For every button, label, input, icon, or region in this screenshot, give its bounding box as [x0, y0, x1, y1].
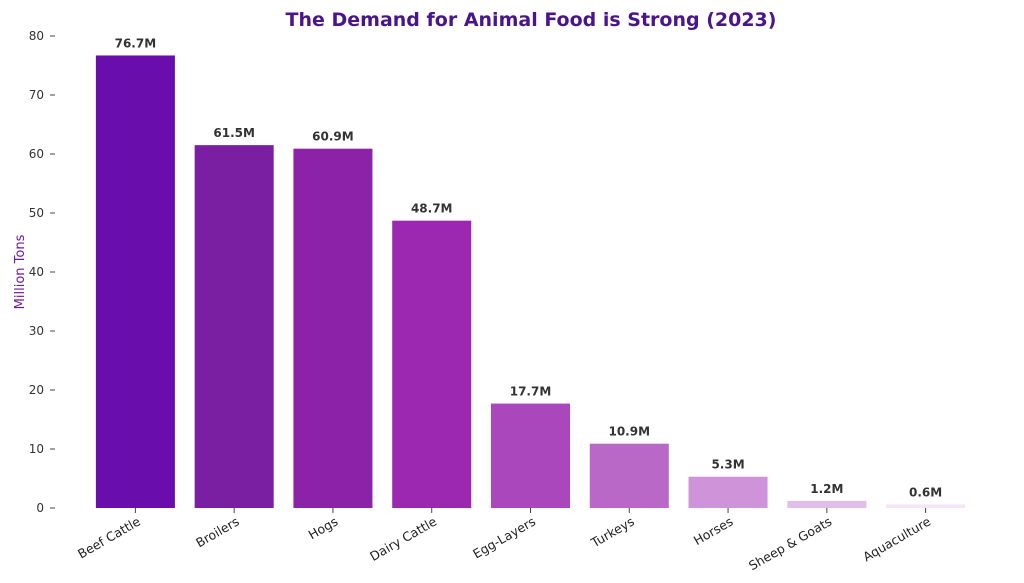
bar [194, 145, 274, 508]
y-tick-label: 70 [29, 88, 44, 102]
y-tick-label: 40 [29, 265, 44, 279]
x-tick-label: Beef Cattle [75, 513, 143, 561]
bars [95, 55, 966, 509]
y-tick-label: 80 [29, 29, 44, 43]
bar-value-label: 1.2M [810, 482, 843, 496]
bar-value-label: 76.7M [115, 36, 157, 50]
bar-value-label: 10.9M [608, 425, 650, 439]
bar [688, 476, 768, 508]
bar-value-label: 17.7M [510, 385, 552, 399]
x-tick-label: Dairy Cattle [367, 513, 439, 563]
x-axis: Beef Cattle Broilers Hogs Dairy Cattle Egg-L… [75, 508, 933, 573]
x-tick-label: Horses [691, 514, 736, 548]
y-tick-label: 10 [29, 442, 44, 456]
y-axis-label: Million Tons [13, 234, 28, 309]
bar-value-label: 0.6M [909, 485, 942, 499]
bar [787, 500, 867, 508]
bar [95, 55, 175, 508]
x-tick-label: Sheep & Goats [746, 514, 834, 574]
x-tick-label: Hogs [306, 514, 341, 543]
bar [293, 148, 373, 508]
data-labels: 76.7M 61.5M 60.9M 48.7M 17.7M 10.9M 5.3M 1.2M 0.… [115, 36, 943, 499]
x-tick-label: Aquaculture [860, 513, 933, 564]
bar-value-label: 48.7M [411, 202, 453, 216]
y-tick-label: 0 [36, 501, 44, 515]
chart-title: The Demand for Animal Food is Strong (20… [286, 9, 777, 31]
bar-value-label: 60.9M [312, 130, 354, 144]
y-tick-label: 50 [29, 206, 44, 220]
y-axis: 0 10 20 30 40 50 60 70 80 [29, 29, 55, 515]
y-tick-label: 20 [29, 383, 44, 397]
y-tick-label: 60 [29, 147, 44, 161]
bar [886, 504, 966, 508]
bar [490, 403, 571, 508]
bar-value-label: 61.5M [213, 126, 255, 140]
x-tick-label: Turkeys [588, 514, 637, 551]
bar-value-label: 5.3M [711, 458, 744, 472]
bar [392, 220, 472, 509]
x-tick-label: Egg-Layers [470, 514, 538, 562]
x-tick-label: Broilers [193, 514, 242, 551]
bar [589, 443, 669, 508]
y-tick-label: 30 [29, 324, 44, 338]
